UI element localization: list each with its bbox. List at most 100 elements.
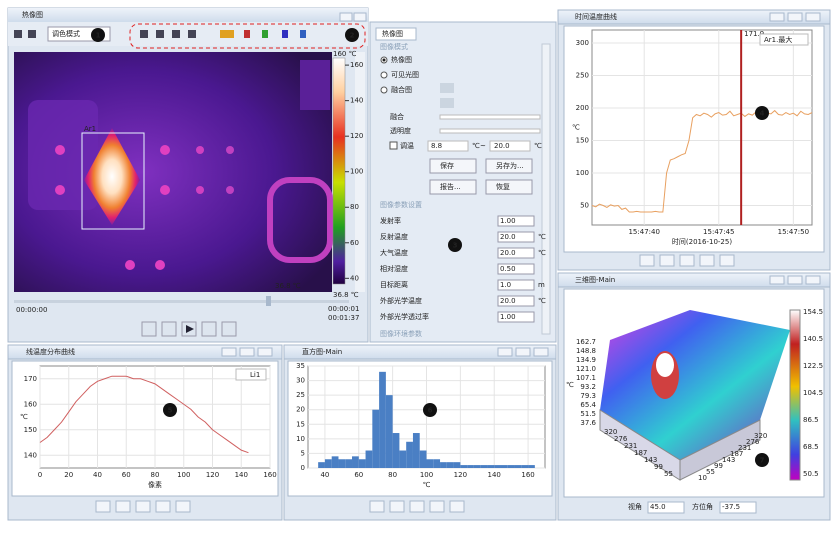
callout [423,403,437,417]
y-tick-label: 100 [576,169,589,177]
x-tick-label: 80 [388,471,397,479]
y-tick-label: 231 [624,442,637,450]
range-sep: ~ [480,142,486,150]
window-title: 直方图-Main [302,347,342,356]
hist-bar [494,465,501,468]
section: 图像参数设置 [380,200,422,209]
y-tick-label: 300 [576,39,589,47]
param-value: 0.50 [500,265,516,273]
x-tick-label: 20 [64,471,73,479]
label: 视角 [628,502,642,511]
y-tick-label: 187 [634,449,647,457]
button: 另存为... [496,161,524,170]
hist-bar [352,456,359,468]
y-tick-label: 170 [24,375,37,383]
x-axis-label: ℃ [423,481,431,489]
scale-tick-label: 160 [350,61,363,69]
hist-bar [324,459,332,468]
param-label: 外部光学透过率 [380,312,429,321]
z-tick-label: 134.9 [576,356,596,364]
param-value: 1.00 [500,313,516,321]
input [497,247,535,259]
x-tick-label: 160 [263,471,276,479]
scale-min: 36.8 ℃ [333,291,359,299]
scale-tick-label: 80 [350,203,359,211]
legend-entry: Ar1.最大 [764,35,792,44]
y-tick-label: 0 [301,464,305,472]
time-start: 00:00:00 [16,306,47,314]
x-tick-label: 320 [754,432,767,440]
x-tick-label: 99 [714,462,723,470]
hist-bar [453,462,461,468]
input [497,215,535,227]
hist-bar [358,459,366,468]
cursor-label: 171.9 [744,30,764,38]
x-tick-label: 80 [151,471,160,479]
param-unit: ℃ [538,249,546,257]
x-tick-label: 160 [521,471,534,479]
input-value: -37.5 [722,503,740,511]
hist-bar [500,465,508,468]
hist-bar [528,465,535,468]
y-axis-label: ℃ [572,124,580,132]
callout [163,403,177,417]
callout [91,28,105,42]
label: 方位角 [692,502,713,511]
hist-bar [345,459,353,468]
y-tick-label: 20 [296,406,305,414]
input [497,231,535,243]
hist-bar [318,462,325,468]
x-tick-label: 40 [93,471,102,479]
y-tick-label: 200 [576,104,589,112]
callout-number: 2 [350,32,355,40]
y-tick-label: 150 [24,426,37,434]
hist-bar [480,465,488,468]
label: 透明度 [390,126,411,135]
y-tick-label: 140 [24,451,37,459]
y-tick-label: 143 [644,456,657,464]
x-tick-label: 10 [698,474,707,482]
x-tick-label: 276 [746,438,760,446]
hist-bar [379,371,386,468]
main-window [7,7,369,343]
hist-bar [487,465,495,468]
hist-bar [406,441,413,468]
hist-bar [433,459,441,468]
x-tick-label: 15:47:50 [778,228,809,236]
window-title: 线温度分布曲线 [26,347,75,356]
section: 图像模式 [380,42,408,51]
time-current: 00:00:01 [328,305,359,313]
area-label: Ar1 [84,125,96,133]
callout-number: 4 [760,110,765,118]
z-tick-label: 93.2 [580,383,596,391]
x-tick-label: 100 [177,471,190,479]
x-tick-label: 231 [738,444,751,452]
callout-number: 3 [453,242,458,250]
radio-dot [382,58,386,62]
param-unit: m [538,281,545,289]
legend [235,368,267,381]
unit: ℃ [472,142,480,150]
hist-bar [521,465,529,468]
input [497,263,535,275]
param-label: 反射温度 [380,232,408,241]
z-tick-label: 107.1 [576,374,596,382]
param-value: 20.0 [500,249,516,257]
x-tick-label: 60 [354,471,363,479]
callout [345,28,359,42]
hist-bar [507,465,515,468]
y-tick-label: 50 [580,202,589,210]
hist-bar [399,450,407,468]
z-axis-label: ℃ [566,381,574,389]
param-value: 1.0 [500,281,511,289]
x-tick-label: 15:47:40 [628,228,659,236]
param-value: 20.0 [500,297,516,305]
input [497,311,535,323]
y-axis-label: ℃ [20,413,28,421]
legend [759,33,809,46]
hist-bar [372,409,380,468]
plot-area [591,29,813,226]
x-tick-label: 120 [454,471,467,479]
y-tick-label: 250 [576,72,589,80]
window-title: 时间温度曲线 [575,12,617,21]
